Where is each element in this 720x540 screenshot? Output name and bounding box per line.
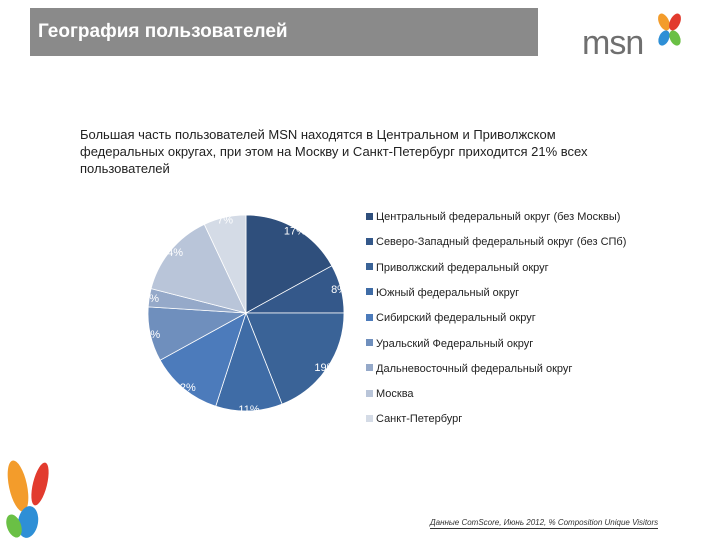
legend-swatch	[366, 237, 373, 245]
legend-label: Москва	[376, 388, 414, 401]
pie-data-label: 7%	[217, 214, 233, 226]
page-title: География пользователей	[30, 8, 538, 56]
legend-label: Сибирский федеральный округ	[376, 312, 536, 325]
legend-item: Дальневосточный федеральный округ	[366, 362, 572, 376]
pie-data-label: 12%	[174, 382, 196, 394]
legend-swatch	[366, 364, 373, 372]
legend-item: Южный федеральный округ	[366, 286, 519, 300]
msn-butterfly-icon	[658, 13, 681, 46]
legend-swatch	[366, 339, 373, 347]
pie-data-label: 8%	[331, 284, 347, 296]
intro-text: Большая часть пользователей MSN находятс…	[80, 127, 588, 176]
legend-label: Южный федеральный округ	[376, 286, 520, 299]
pie-slice	[215, 311, 283, 412]
legend-item: Сибирский федеральный округ	[366, 311, 536, 325]
legend-swatch	[366, 389, 373, 397]
legend-label: Санкт-Петербург	[376, 413, 463, 426]
pie-slice	[150, 223, 247, 314]
msn-butterfly-corner-icon	[6, 460, 49, 538]
legend-label: Дальневосточный федеральный округ	[376, 362, 573, 375]
legend-swatch	[366, 263, 373, 271]
pie-data-label: 19%	[314, 362, 336, 374]
pie-slice	[245, 312, 345, 405]
legend-label: Северо-Западный федеральный округ (без С…	[376, 236, 627, 249]
legend-label: Уральский Федеральный округ	[376, 337, 534, 350]
legend-item: Санкт-Петербург	[366, 412, 462, 426]
legend-item: Северо-Западный федеральный округ (без С…	[366, 235, 626, 249]
legend-item: Приволжский федеральный округ	[366, 261, 549, 275]
pie-slice	[159, 312, 247, 407]
data-source-note: Данные ComScore, Июнь 2012, % Compositio…	[430, 518, 659, 529]
legend-swatch	[366, 414, 373, 422]
legend-item: Центральный федеральный округ (без Москв…	[366, 210, 620, 224]
legend-label: Центральный федеральный округ (без Москв…	[376, 211, 621, 223]
pie-slice	[245, 214, 333, 314]
pie-slice	[203, 214, 247, 314]
legend-item: Уральский Федеральный округ	[366, 337, 533, 351]
legend-item: Москва	[366, 387, 414, 401]
legend-swatch	[366, 288, 373, 296]
pie-data-label: 17%	[284, 225, 306, 237]
legend-swatch	[366, 313, 373, 321]
legend-swatch	[366, 212, 373, 220]
pie-data-label: 9%	[144, 329, 160, 341]
legend-label: Приволжский федеральный округ	[376, 261, 549, 274]
pie-data-label: 3%	[143, 293, 159, 305]
msn-logo-text: msn	[582, 24, 644, 62]
pie-data-label: 14%	[161, 247, 183, 259]
pie-data-label: 11%	[238, 404, 259, 416]
